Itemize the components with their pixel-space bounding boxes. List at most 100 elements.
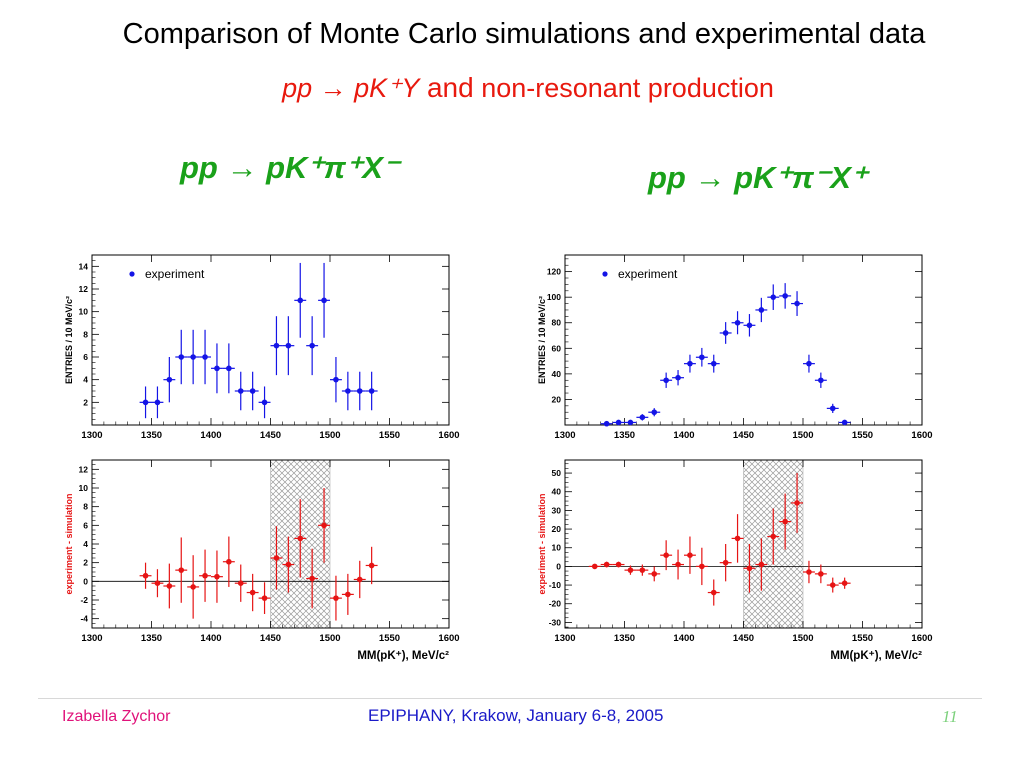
- data-marker: [202, 572, 208, 579]
- y-tick-label: -30: [549, 617, 562, 627]
- data-marker: [368, 562, 375, 569]
- y-tick-label: 12: [79, 284, 89, 294]
- data-point: [139, 386, 152, 419]
- legend-marker: [129, 271, 135, 277]
- legend-marker: [602, 271, 608, 277]
- data-marker: [178, 354, 185, 360]
- data-point: [814, 372, 827, 388]
- data-marker: [166, 376, 173, 383]
- data-point: [365, 371, 378, 411]
- x-axis-label: MM(pK⁺), MeV/c²: [830, 650, 922, 662]
- data-point: [294, 499, 307, 578]
- data-marker: [142, 399, 149, 406]
- data-marker: [829, 582, 836, 588]
- data-point: [624, 565, 637, 575]
- data-point: [803, 354, 815, 373]
- data-point: [743, 544, 756, 593]
- y-tick-label: 0: [556, 561, 561, 571]
- y-tick-label: -2: [80, 595, 88, 605]
- data-marker: [818, 571, 824, 577]
- x-tick-label: 1300: [554, 633, 575, 644]
- data-marker: [333, 595, 339, 601]
- y-tick-label: 40: [552, 487, 562, 497]
- data-marker: [309, 342, 315, 349]
- data-point: [187, 329, 200, 385]
- data-marker: [722, 559, 729, 566]
- y-tick-label: 2: [83, 397, 88, 407]
- y-tick-label: 8: [83, 502, 88, 512]
- x-tick-label: 1600: [911, 430, 932, 441]
- data-marker: [782, 293, 788, 299]
- data-marker: [297, 535, 304, 542]
- data-marker: [639, 414, 646, 421]
- data-marker: [166, 583, 173, 589]
- x-tick-label: 1550: [379, 633, 400, 644]
- data-point: [163, 563, 176, 609]
- x-tick-label: 1550: [379, 430, 400, 441]
- data-marker: [333, 376, 339, 383]
- data-marker: [746, 565, 753, 572]
- x-tick-label: 1550: [852, 430, 873, 441]
- chart-left-bottom: 1300 1350 1400 1450 1500 1550 1600 -4 -2 0 2 4 6 8 10 1…: [64, 459, 460, 662]
- data-point: [139, 562, 152, 589]
- x-tick-label: 1300: [81, 430, 102, 441]
- y-tick-label: 50: [552, 468, 562, 478]
- data-marker: [603, 561, 610, 568]
- data-point: [151, 569, 164, 598]
- data-point: [719, 322, 732, 344]
- data-point: [624, 419, 637, 426]
- data-point: [814, 564, 827, 584]
- subtitle-reaction: pp → pK⁺Y: [282, 73, 420, 103]
- data-marker: [178, 567, 185, 573]
- y-tick-label: -20: [549, 599, 562, 609]
- data-point: [743, 314, 756, 337]
- x-tick-label: 1550: [852, 633, 873, 644]
- data-marker: [758, 307, 765, 313]
- data-point: [779, 493, 792, 550]
- data-marker: [190, 584, 196, 590]
- data-marker: [261, 399, 268, 406]
- data-point: [258, 582, 271, 614]
- data-marker: [237, 580, 244, 586]
- data-marker: [202, 354, 208, 360]
- data-point: [294, 262, 307, 338]
- data-point: [695, 547, 708, 586]
- data-point: [306, 548, 319, 609]
- data-marker: [249, 589, 256, 596]
- data-point: [636, 564, 649, 576]
- data-point: [353, 560, 366, 599]
- data-marker: [841, 419, 848, 426]
- x-tick-label: 1600: [438, 633, 459, 644]
- data-marker: [675, 561, 681, 568]
- data-marker: [710, 589, 717, 596]
- y-tick-label: 10: [79, 307, 89, 317]
- data-point: [199, 329, 211, 385]
- data-point: [234, 564, 247, 602]
- data-marker: [226, 558, 232, 565]
- data-marker: [734, 319, 741, 326]
- x-tick-label: 1500: [319, 633, 340, 644]
- data-point: [791, 291, 803, 316]
- y-axis-label: experiment - simulation: [64, 493, 74, 594]
- x-tick-label: 1450: [733, 430, 754, 441]
- data-point: [612, 419, 625, 426]
- y-tick-label: 12: [79, 464, 89, 474]
- data-point: [330, 575, 342, 621]
- data-point: [803, 560, 815, 584]
- x-tick-label: 1500: [319, 430, 340, 441]
- y-tick-label: 4: [83, 539, 88, 549]
- data-point: [612, 561, 625, 568]
- data-point: [258, 386, 271, 419]
- data-point: [365, 546, 378, 585]
- y-tick-label: -10: [549, 580, 562, 590]
- data-point: [791, 473, 803, 533]
- data-point: [211, 550, 223, 603]
- data-point: [246, 573, 259, 612]
- data-marker: [651, 409, 658, 416]
- data-point: [648, 408, 661, 417]
- reaction-label-right: pp → pK⁺π⁻X⁺: [648, 160, 868, 195]
- x-tick-label: 1350: [141, 633, 162, 644]
- data-marker: [675, 374, 681, 381]
- x-tick-label: 1450: [260, 633, 281, 644]
- x-tick-label: 1350: [141, 430, 162, 441]
